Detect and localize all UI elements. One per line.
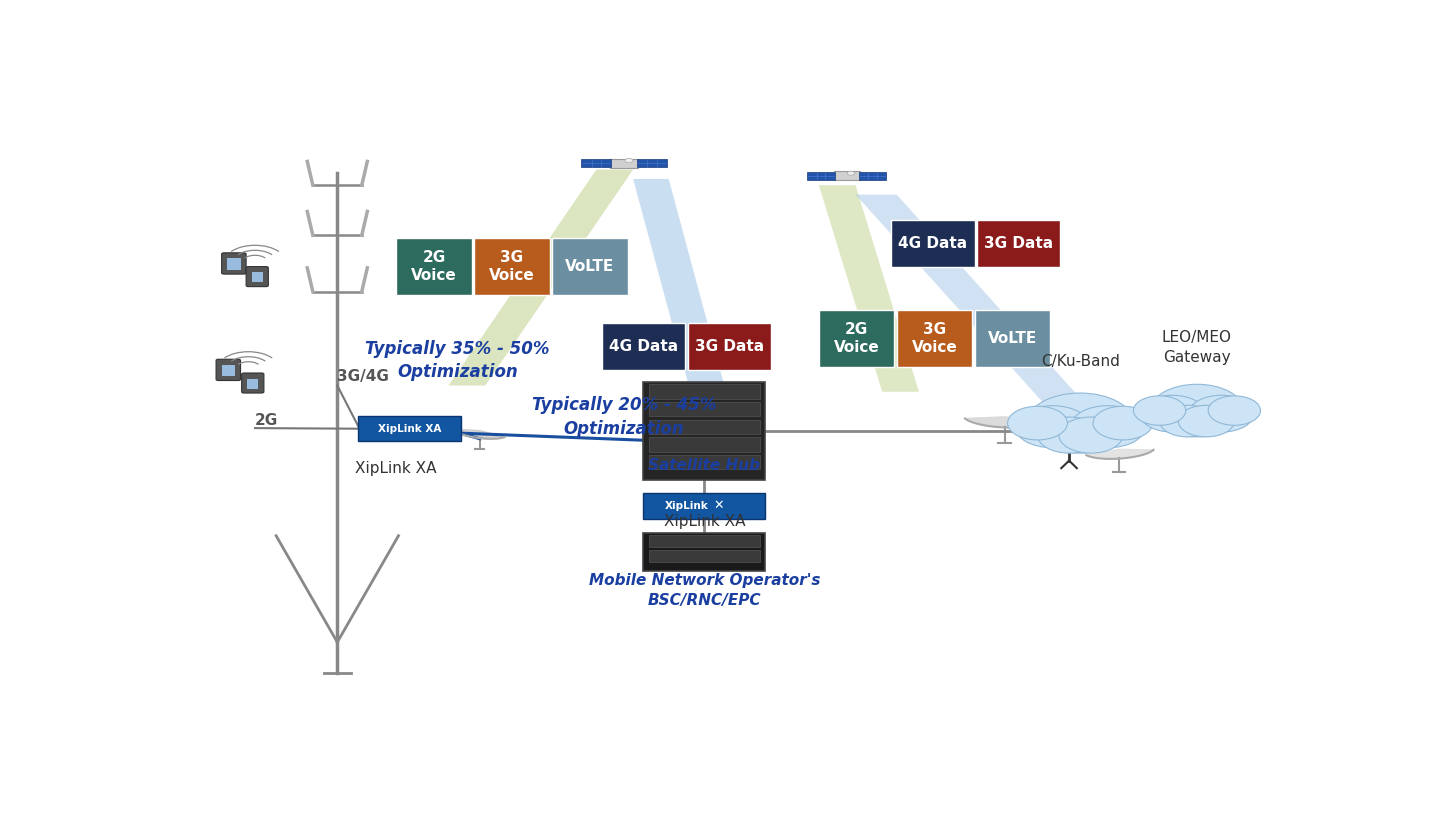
Circle shape	[1038, 417, 1102, 453]
Text: Typically 35% - 50%
Optimization: Typically 35% - 50% Optimization	[364, 340, 550, 381]
Circle shape	[1151, 385, 1244, 437]
Text: 2G
Voice: 2G Voice	[412, 250, 456, 284]
Circle shape	[1208, 396, 1260, 425]
FancyBboxPatch shape	[834, 172, 860, 180]
Polygon shape	[633, 179, 725, 385]
FancyBboxPatch shape	[603, 323, 686, 370]
FancyBboxPatch shape	[610, 159, 639, 168]
Text: 3G Data: 3G Data	[984, 236, 1053, 250]
FancyBboxPatch shape	[221, 365, 235, 376]
Text: 4G Data: 4G Data	[898, 236, 967, 250]
FancyBboxPatch shape	[977, 220, 1060, 267]
Text: 4G Data: 4G Data	[608, 339, 679, 354]
Text: Mobile Network Operator's
BSC/RNC/EPC: Mobile Network Operator's BSC/RNC/EPC	[588, 573, 819, 608]
Text: XipLink: XipLink	[664, 501, 707, 511]
Circle shape	[1027, 393, 1134, 453]
FancyBboxPatch shape	[897, 311, 973, 367]
Polygon shape	[964, 417, 1043, 428]
FancyBboxPatch shape	[637, 159, 667, 167]
Text: 2G
Voice: 2G Voice	[834, 322, 880, 355]
FancyBboxPatch shape	[581, 159, 611, 167]
Text: XipLink XA: XipLink XA	[663, 514, 745, 529]
Circle shape	[1007, 406, 1068, 440]
FancyBboxPatch shape	[643, 533, 765, 571]
FancyBboxPatch shape	[241, 373, 264, 393]
Text: VoLTE: VoLTE	[565, 259, 614, 274]
FancyBboxPatch shape	[649, 455, 761, 469]
FancyBboxPatch shape	[474, 238, 550, 295]
FancyBboxPatch shape	[552, 238, 627, 295]
Circle shape	[1058, 420, 1081, 433]
Circle shape	[1178, 406, 1234, 437]
Circle shape	[1015, 406, 1089, 448]
Circle shape	[1071, 406, 1145, 448]
Text: Satellite Hub: Satellite Hub	[649, 459, 761, 473]
FancyBboxPatch shape	[819, 311, 894, 367]
FancyBboxPatch shape	[649, 550, 761, 562]
Circle shape	[1139, 395, 1205, 433]
FancyBboxPatch shape	[643, 493, 765, 519]
FancyBboxPatch shape	[806, 172, 835, 180]
Text: 3G
Voice: 3G Voice	[911, 322, 957, 355]
Text: LEO/MEO
Gateway: LEO/MEO Gateway	[1162, 330, 1233, 365]
Circle shape	[1159, 406, 1215, 437]
FancyBboxPatch shape	[251, 272, 263, 282]
Text: ✕: ✕	[713, 499, 725, 512]
FancyBboxPatch shape	[687, 323, 771, 370]
Polygon shape	[1086, 450, 1154, 459]
Circle shape	[1188, 395, 1254, 433]
Polygon shape	[855, 194, 1086, 404]
Text: C/Ku-Band: C/Ku-Band	[1040, 354, 1119, 369]
FancyBboxPatch shape	[643, 382, 765, 480]
Text: XipLink XA: XipLink XA	[377, 424, 442, 433]
Circle shape	[1134, 396, 1185, 425]
FancyBboxPatch shape	[247, 267, 268, 287]
Text: 2G: 2G	[255, 413, 278, 428]
Polygon shape	[659, 431, 716, 444]
FancyBboxPatch shape	[858, 172, 887, 180]
Text: Typically 20% - 45%
Optimization: Typically 20% - 45% Optimization	[532, 396, 716, 437]
FancyBboxPatch shape	[649, 385, 761, 399]
FancyBboxPatch shape	[227, 259, 241, 270]
FancyBboxPatch shape	[649, 420, 761, 434]
Circle shape	[1093, 406, 1152, 440]
Text: 3G Data: 3G Data	[695, 339, 763, 354]
Text: VoLTE: VoLTE	[987, 331, 1038, 346]
FancyBboxPatch shape	[974, 311, 1050, 367]
FancyBboxPatch shape	[247, 379, 258, 389]
FancyBboxPatch shape	[217, 359, 241, 380]
Circle shape	[1059, 417, 1124, 453]
FancyBboxPatch shape	[221, 253, 247, 274]
FancyBboxPatch shape	[359, 416, 461, 441]
Text: 3G/4G: 3G/4G	[337, 368, 389, 384]
Text: 3G
Voice: 3G Voice	[489, 250, 535, 284]
Polygon shape	[449, 170, 633, 385]
FancyBboxPatch shape	[396, 238, 472, 295]
FancyBboxPatch shape	[649, 402, 761, 416]
FancyBboxPatch shape	[649, 437, 761, 452]
Text: XipLink XA: XipLink XA	[356, 461, 438, 476]
Polygon shape	[452, 429, 505, 439]
Circle shape	[626, 159, 633, 163]
FancyBboxPatch shape	[891, 220, 974, 267]
Circle shape	[847, 172, 854, 176]
FancyBboxPatch shape	[649, 535, 761, 547]
Polygon shape	[819, 185, 918, 392]
